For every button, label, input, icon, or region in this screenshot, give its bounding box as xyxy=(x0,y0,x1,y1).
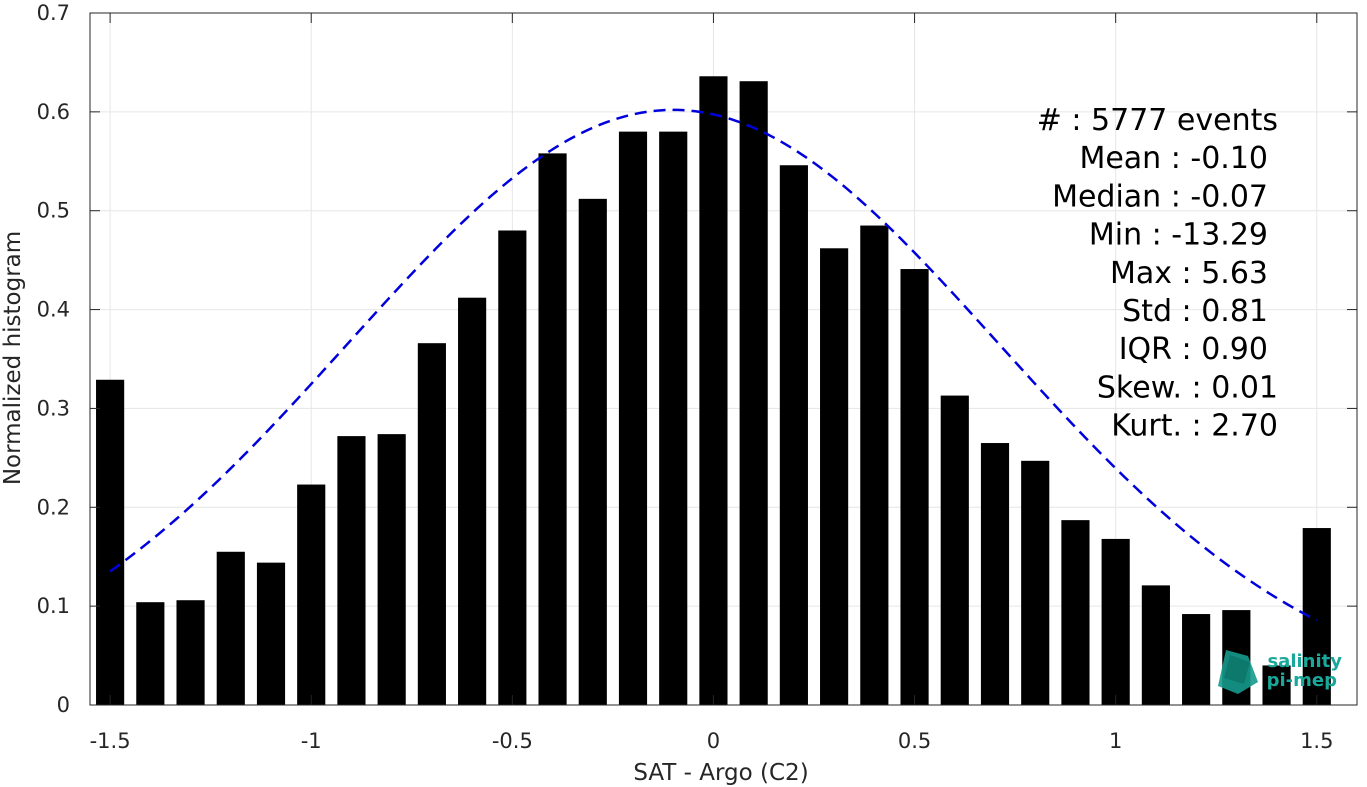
y-tick-label: 0.5 xyxy=(37,199,70,223)
stat-line: Kurt. : 2.70 xyxy=(1111,409,1278,444)
x-tick-label: 0 xyxy=(707,729,720,753)
histogram-bar xyxy=(458,297,487,705)
histogram-bar xyxy=(900,269,929,705)
axes-frame xyxy=(89,12,1358,706)
y-axis-ticks: 0 0.1 0.2 0.3 0.4 0.5 0.6 0.7 xyxy=(37,1,1357,717)
x-tick-label: 1 xyxy=(1109,729,1122,753)
logo-cube-shade xyxy=(1224,655,1250,684)
plot-frame xyxy=(89,12,1358,706)
y-tick-label: 0.7 xyxy=(37,1,70,25)
stat-line: Min : -13.29 xyxy=(1089,218,1268,253)
histogram-bar xyxy=(820,248,849,705)
x-tick-label: -0.5 xyxy=(492,729,533,753)
histogram-bar xyxy=(297,484,326,705)
histogram-bar xyxy=(940,395,969,705)
histogram-bar xyxy=(136,602,165,705)
histogram-bar xyxy=(1182,614,1211,705)
y-tick-label: 0 xyxy=(57,693,70,717)
histogram-bar xyxy=(699,76,728,706)
bars xyxy=(96,76,1331,706)
y-axis-label: Normalized histogram xyxy=(0,231,26,485)
y-tick-label: 0.3 xyxy=(37,396,70,420)
salinity-pimep-logo: salinity pi-mep xyxy=(1218,650,1342,694)
histogram-bar xyxy=(417,343,446,705)
y-tick-label: 0.6 xyxy=(37,100,70,124)
logo-text-line1: salinity xyxy=(1267,651,1342,672)
x-tick-label: 1.5 xyxy=(1300,729,1333,753)
x-tick-label: -1 xyxy=(301,729,322,753)
stat-line: Std : 0.81 xyxy=(1122,294,1268,329)
histogram-bar xyxy=(779,165,808,706)
histogram-bar xyxy=(1021,460,1050,705)
y-tick-label: 0.1 xyxy=(37,594,70,618)
histogram-bar xyxy=(498,230,527,705)
stat-line: Skew. : 0.01 xyxy=(1097,370,1278,405)
histogram-bar xyxy=(176,600,205,705)
histogram-bar xyxy=(1061,520,1090,705)
logo-text-line2: pi-mep xyxy=(1267,670,1337,691)
y-tick-label: 0.4 xyxy=(37,298,70,322)
histogram-bar xyxy=(618,131,648,706)
histogram-bar xyxy=(96,379,125,705)
histogram-bar xyxy=(578,198,607,705)
histogram-bar xyxy=(980,443,1010,705)
x-tick-label: 0.5 xyxy=(898,729,931,753)
histogram-bar xyxy=(1262,665,1291,705)
y-tick-label: 0.2 xyxy=(37,495,70,519)
histogram-bar xyxy=(739,81,768,705)
stat-line: # : 5777 events xyxy=(1037,103,1278,138)
histogram-bar xyxy=(1101,538,1130,705)
gaussian-fit-line xyxy=(109,108,1318,622)
gaussian-fit xyxy=(109,108,1318,622)
histogram-bar xyxy=(860,225,889,706)
histogram-bar xyxy=(538,153,567,705)
stat-line: Mean : -0.10 xyxy=(1079,141,1268,176)
x-axis-ticks: -1.5 -1 -0.5 0 0.5 1 1.5 xyxy=(90,13,1333,753)
stat-line: IQR : 0.90 xyxy=(1119,332,1268,367)
histogram-bar xyxy=(256,562,286,705)
stat-line: Median : -0.07 xyxy=(1052,179,1268,214)
x-tick-label: -1.5 xyxy=(90,729,131,753)
histogram-bar xyxy=(377,434,406,705)
histogram-bar xyxy=(659,131,688,706)
x-axis-label: SAT - Argo (C2) xyxy=(633,760,808,786)
stat-line: Max : 5.63 xyxy=(1110,256,1268,291)
histogram-bar xyxy=(1141,585,1170,705)
histogram-bar xyxy=(216,551,245,705)
histogram-bar xyxy=(337,436,366,705)
